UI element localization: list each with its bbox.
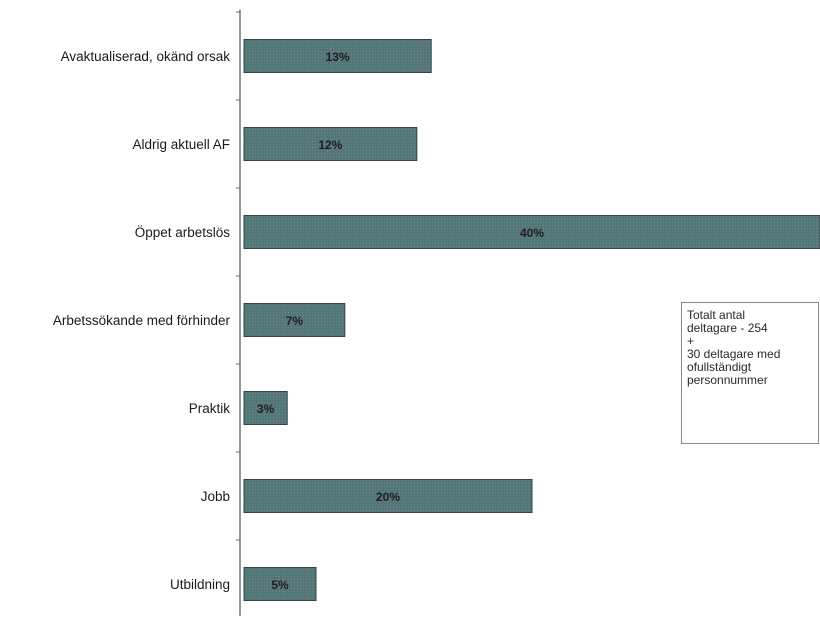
bar bbox=[243, 567, 317, 601]
data-label: 20% bbox=[376, 490, 400, 504]
data-label: 12% bbox=[318, 138, 342, 152]
bar bbox=[243, 391, 288, 425]
bar bbox=[243, 215, 820, 249]
category-label: Utbildning bbox=[170, 577, 230, 592]
category-label: Arbetssökande med förhinder bbox=[53, 313, 231, 328]
category-label: Aldrig aktuell AF bbox=[132, 137, 230, 152]
data-label: 40% bbox=[520, 226, 544, 240]
bar bbox=[243, 479, 533, 513]
category-label: Jobb bbox=[201, 489, 230, 504]
data-label: 7% bbox=[286, 314, 304, 328]
data-label: 13% bbox=[326, 50, 350, 64]
annotation-box: Totalt antal deltagare - 254 + 30 deltag… bbox=[681, 302, 819, 444]
data-label: 3% bbox=[257, 402, 275, 416]
category-label: Öppet arbetslös bbox=[135, 225, 231, 240]
bar bbox=[243, 303, 346, 337]
data-label: 5% bbox=[271, 578, 289, 592]
bar bbox=[243, 39, 432, 73]
category-label: Avaktualiserad, okänd orsak bbox=[61, 49, 231, 64]
bar bbox=[243, 127, 418, 161]
category-label: Praktik bbox=[189, 401, 231, 416]
